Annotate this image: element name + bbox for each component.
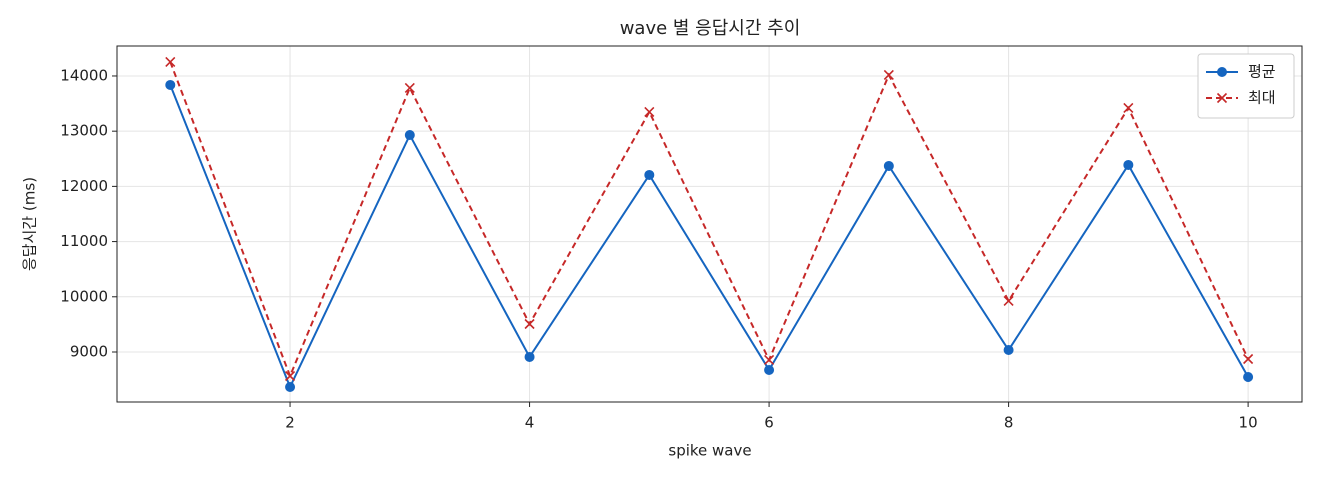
- y-axis-label: 응답시간 (ms): [21, 177, 39, 271]
- x-tick-label: 2: [285, 414, 295, 432]
- x-axis-label: spike wave: [668, 442, 751, 460]
- chart-title: wave 별 응답시간 추이: [620, 18, 801, 39]
- y-tick-label: 12000: [60, 177, 108, 195]
- y-tick-label: 9000: [70, 342, 108, 360]
- series-line: [169, 84, 1249, 390]
- marker: [165, 79, 176, 90]
- y-tick-label: 13000: [60, 122, 108, 140]
- legend-marker: [1216, 92, 1228, 104]
- marker: [883, 160, 894, 171]
- marker: [285, 381, 296, 392]
- marker: [404, 82, 415, 94]
- marker: [883, 69, 894, 81]
- marker: [1003, 344, 1014, 355]
- marker: [764, 354, 775, 366]
- marker: [524, 351, 535, 362]
- legend-label: 평균: [1248, 63, 1276, 81]
- plot-frame: [116, 45, 1303, 403]
- legend-label: 최대: [1248, 89, 1276, 107]
- x-tick-label: 8: [1004, 414, 1014, 432]
- x-tick-label: 10: [1239, 414, 1258, 432]
- marker: [644, 169, 655, 180]
- marker: [284, 370, 296, 382]
- y-tick-label: 10000: [60, 287, 108, 305]
- y-tick-label: 14000: [60, 66, 108, 84]
- legend-marker: [1217, 67, 1227, 77]
- y-tick-label: 11000: [60, 232, 108, 250]
- marker: [1123, 102, 1134, 114]
- series-line: [169, 61, 1250, 379]
- marker: [165, 56, 176, 68]
- marker: [404, 130, 415, 141]
- marker: [524, 318, 535, 330]
- legend-box: [1197, 53, 1295, 119]
- x-tick-label: 6: [764, 414, 774, 432]
- marker: [1243, 371, 1254, 382]
- marker: [1003, 295, 1014, 307]
- marker: [644, 106, 655, 118]
- marker: [1243, 353, 1254, 365]
- x-tick-label: 4: [525, 414, 535, 432]
- marker: [764, 364, 775, 375]
- marker: [1123, 159, 1134, 170]
